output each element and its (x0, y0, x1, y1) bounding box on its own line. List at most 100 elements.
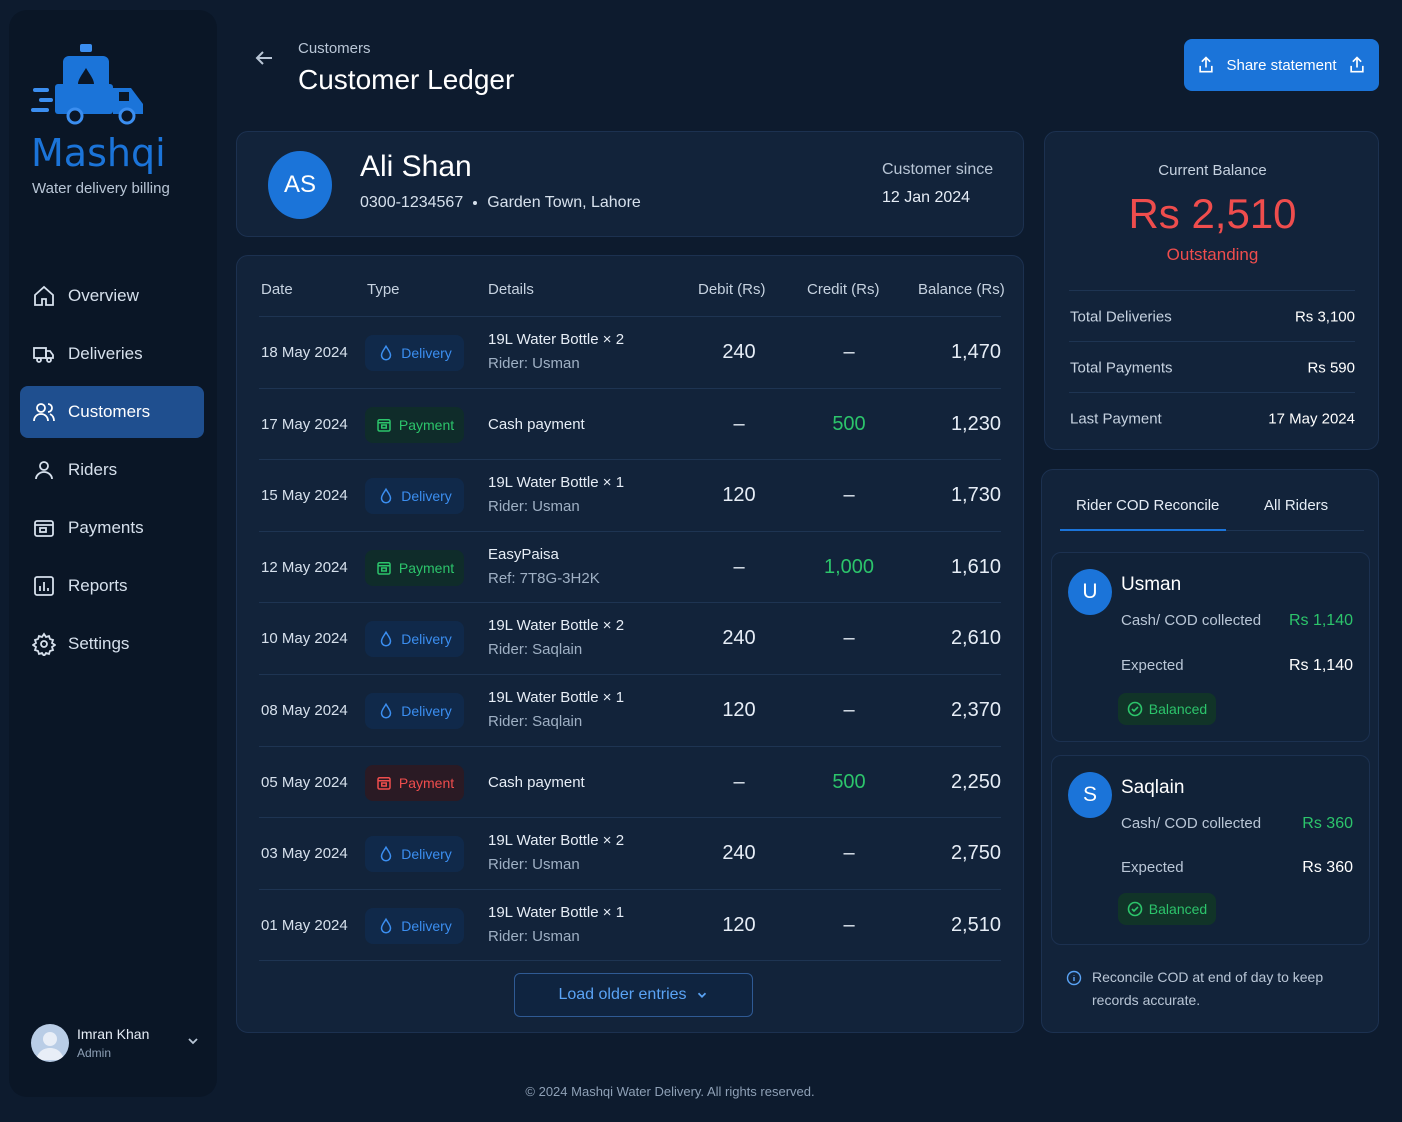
sidebar-item-reports[interactable]: Reports (20, 560, 204, 612)
cash-register-icon (377, 418, 391, 432)
column-header-balance[interactable]: Balance (Rs) (918, 281, 1005, 298)
back-arrow-icon[interactable] (252, 46, 276, 70)
sidebar-item-label: Payments (68, 518, 144, 537)
expected-value: Rs 360 (1302, 859, 1353, 876)
table-row[interactable]: 15 May 2024 Delivery 19L Water Bottle × 1 R… (259, 459, 1001, 531)
load-older-entries-button[interactable]: Load older entries (514, 973, 753, 1017)
column-header-details[interactable]: Details (488, 281, 534, 298)
status-label: Balanced (1148, 701, 1208, 717)
water-drop-icon (380, 487, 392, 504)
sidebar-item-payments[interactable]: Payments (20, 502, 204, 554)
table-row[interactable]: 01 May 2024 Delivery 19L Water Bottle × 1 R… (259, 888, 1001, 961)
table-row[interactable]: 03 May 2024 Delivery 19L Water Bottle × 2 R… (259, 817, 1001, 889)
sidebar-item-riders[interactable]: Riders (20, 444, 204, 496)
share-button-label: Share statement (1226, 56, 1337, 74)
report-icon (32, 574, 56, 598)
rider-card-saqlain[interactable]: S Saqlain Cash/ COD collected Rs 360 Exp… (1051, 755, 1370, 945)
sidebar: Mashqi Water delivery billing Overview D… (9, 10, 217, 1097)
cell-balance: 2,250 (950, 770, 1001, 793)
share-statement-button[interactable]: Share statement (1184, 39, 1379, 91)
cell-debit: – (733, 412, 745, 435)
cell-date: 03 May 2024 (261, 845, 348, 863)
reconcile-note-text: Reconcile COD at end of day to keep reco… (1092, 969, 1324, 1008)
rider-card-usman[interactable]: U Usman Cash/ COD collected Rs 1,140 Exp… (1051, 552, 1370, 742)
cell-date: 17 May 2024 (261, 415, 348, 433)
table-row[interactable]: 05 May 2024 Payment Cash payment – 500 2,250 (259, 745, 1001, 818)
type-label: Delivery (401, 846, 452, 863)
table-row[interactable]: 12 May 2024 Payment EasyPaisa Ref: 7T8G-3H2… (259, 530, 1001, 603)
cell-credit: – (843, 341, 855, 363)
type-badge: Delivery (365, 836, 464, 873)
cell-details-secondary: Rider: Saqlain (488, 641, 583, 659)
current-balance-label: Current Balance (1158, 162, 1267, 179)
type-label: Payment (398, 774, 455, 791)
brand-name: Mashqi (31, 131, 166, 174)
cash-register-icon (377, 776, 391, 790)
tab-rider-cod-reconcile[interactable]: Rider COD Reconcile (1076, 497, 1220, 514)
home-icon (32, 284, 56, 308)
cell-credit: 1,000 (823, 555, 875, 578)
expected-label: Expected (1121, 657, 1184, 674)
water-drop-icon (380, 344, 392, 361)
cell-details-primary: Cash payment (488, 415, 585, 433)
stat-total-deliveries: Total Deliveries Rs 3,100 (1069, 290, 1355, 341)
cell-details-primary: Cash payment (488, 773, 585, 791)
cell-credit: – (843, 484, 855, 507)
rider-avatar: S (1068, 772, 1112, 818)
table-row[interactable]: 08 May 2024 Delivery 19L Water Bottle × 1 R… (259, 674, 1001, 746)
cell-details-secondary: Rider: Saqlain (488, 713, 583, 730)
cell-debit: 120 (722, 699, 756, 721)
cell-details-secondary: Ref: 7T8G-3H2K (488, 569, 600, 587)
cell-debit: 120 (722, 913, 756, 936)
cell-date: 18 May 2024 (261, 344, 348, 361)
water-drop-icon (380, 702, 392, 719)
cell-date: 12 May 2024 (261, 558, 348, 576)
truck-icon (32, 342, 56, 366)
column-header-date[interactable]: Date (261, 281, 293, 298)
reconcile-note: Reconcile COD at end of day to keep reco… (1066, 966, 1356, 1012)
table-row[interactable]: 10 May 2024 Delivery 19L Water Bottle × 2 R… (259, 602, 1001, 674)
balance-card: Current Balance Rs 2,510 Outstanding Tot… (1044, 131, 1379, 450)
water-drop-icon (380, 917, 392, 934)
type-label: Delivery (401, 488, 452, 505)
type-badge: Delivery (365, 478, 464, 515)
sidebar-item-deliveries[interactable]: Deliveries (20, 328, 204, 380)
column-header-debit[interactable]: Debit (Rs) (698, 281, 766, 298)
cell-balance: 1,610 (950, 555, 1001, 578)
breadcrumb[interactable]: Customers (298, 40, 371, 57)
stat-label: Last Payment (1070, 410, 1162, 428)
water-truck-logo-icon: Mashqi (31, 44, 166, 175)
column-header-type[interactable]: Type (367, 281, 400, 298)
ledger-table: Date Type Details Debit (Rs) Credit (Rs)… (236, 255, 1024, 1033)
type-badge: Delivery (365, 693, 464, 729)
sidebar-item-settings[interactable]: Settings (20, 618, 204, 670)
sidebar-item-overview[interactable]: Overview (20, 270, 204, 322)
tab-all-riders[interactable]: All Riders (1264, 497, 1329, 514)
type-label: Payment (398, 559, 455, 576)
table-row[interactable]: 17 May 2024 Payment Cash payment – 500 1,230 (259, 387, 1001, 460)
check-circle-icon (1127, 701, 1143, 717)
type-badge: Payment (365, 549, 464, 586)
customer-card: AS Ali Shan 0300-1234567 Garden Town, La… (236, 131, 1024, 237)
sidebar-item-customers[interactable]: Customers (20, 386, 204, 438)
cell-balance: 1,230 (950, 412, 1001, 435)
stat-value: Rs 3,100 (1294, 308, 1355, 326)
column-header-credit[interactable]: Credit (Rs) (807, 281, 880, 298)
expected-label: Expected (1121, 859, 1184, 876)
cell-details-primary: 19L Water Bottle × 1 (488, 474, 625, 492)
user-menu[interactable]: Imran Khan Admin (31, 1015, 201, 1071)
cell-credit: 500 (832, 770, 866, 793)
collected-value: Rs 360 (1302, 815, 1353, 832)
water-drop-icon (380, 845, 392, 862)
brand-logo: Mashqi (31, 44, 171, 175)
cell-debit: 240 (722, 627, 756, 650)
sidebar-nav: Overview Deliveries Customers Riders Pay… (20, 270, 204, 676)
cell-date: 08 May 2024 (261, 702, 348, 719)
cell-credit: 500 (832, 412, 866, 435)
status-badge: Balanced (1118, 893, 1216, 925)
customer-contact: 0300-1234567 Garden Town, Lahore (360, 194, 641, 212)
collected-label: Cash/ COD collected (1121, 815, 1262, 832)
type-label: Payment (398, 416, 455, 433)
table-row[interactable]: 18 May 2024 Delivery 19L Water Bottle × 2 R… (259, 316, 1001, 388)
chevron-down-icon[interactable] (185, 1033, 201, 1049)
